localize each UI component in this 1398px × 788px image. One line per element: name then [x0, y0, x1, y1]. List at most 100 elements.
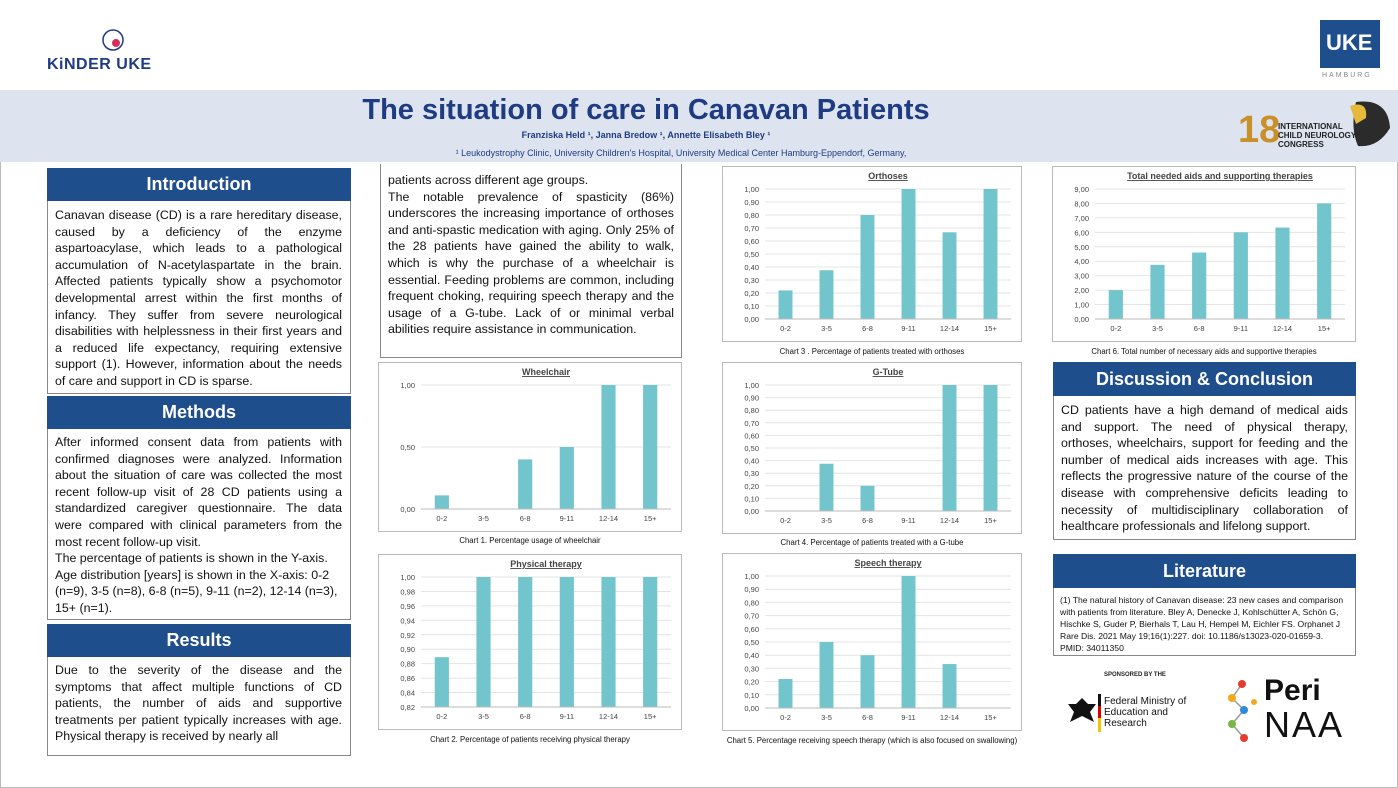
y-tick-label: 0,98	[400, 587, 415, 596]
affiliation: ¹ Leukodystrophy Clinic, University Chil…	[455, 148, 907, 158]
methods-paragraph-2: The percentage of patients is shown in t…	[55, 551, 338, 615]
x-tick-label: 12-14	[940, 516, 959, 525]
perinaa-top: Peri	[1264, 674, 1321, 707]
y-tick-label: 1,00	[400, 573, 415, 582]
y-tick-label: 0,80	[744, 406, 759, 415]
introduction-heading: Introduction	[47, 168, 351, 201]
bar	[1317, 203, 1332, 319]
x-tick-label: 0-2	[1110, 324, 1121, 333]
x-tick-label: 6-8	[862, 324, 873, 333]
bar	[819, 642, 834, 708]
bar	[601, 577, 616, 707]
perinaa-logo: Peri NAA	[1222, 674, 1362, 748]
results-cont-paragraph: The notable prevalence of spasticity (86…	[388, 189, 674, 337]
chart-title: Orthoses	[868, 171, 908, 181]
kinder-uke-logo: KiNDER UKE	[45, 26, 175, 76]
ministry-text: Federal Ministry of Education and Resear…	[1104, 696, 1187, 729]
y-tick-label: 0,30	[744, 276, 759, 285]
eagle-icon	[1068, 698, 1096, 722]
y-tick-label: 0,00	[400, 505, 415, 514]
y-tick-label: 0,70	[744, 419, 759, 428]
x-tick-label: 15+	[984, 324, 997, 333]
bar	[983, 385, 998, 511]
y-tick-label: 0,96	[400, 602, 415, 611]
discussion-heading: Discussion & Conclusion	[1053, 362, 1356, 396]
y-tick-label: 0,40	[744, 457, 759, 466]
bar	[983, 189, 998, 319]
results-text: Due to the severity of the disease and t…	[55, 663, 342, 744]
y-tick-label: 0,90	[400, 645, 415, 654]
ministry-logo: Federal Ministry of Education and Resear…	[1064, 694, 1194, 734]
x-tick-label: 3-5	[821, 713, 832, 722]
y-tick-label: 5,00	[1074, 243, 1089, 252]
results-continued-box	[380, 164, 682, 358]
bar	[942, 385, 957, 511]
bar	[1233, 232, 1248, 319]
y-tick-label: 0,90	[744, 198, 759, 207]
x-tick-label: 6-8	[520, 514, 531, 523]
page-title: The situation of care in Canavan Patient…	[362, 94, 930, 126]
y-tick-label: 8,00	[1074, 199, 1089, 208]
chart-total-aids-caption: Chart 6. Total number of necessary aids …	[1091, 347, 1317, 356]
y-tick-label: 1,00	[1074, 301, 1089, 310]
chart-gtube-caption: Chart 4. Percentage of patients treated …	[780, 538, 964, 547]
kinder-logo-text: KiNDER UKE	[47, 56, 152, 73]
svg-text:18: 18	[1238, 109, 1280, 151]
y-tick-label: 0,84	[400, 689, 415, 698]
x-tick-label: 6-8	[862, 516, 873, 525]
results-cont-line: patients across different age groups.	[388, 173, 589, 187]
literature-text: (1) The natural history of Canavan disea…	[1060, 595, 1344, 653]
y-tick-label: 3,00	[1074, 272, 1089, 281]
y-tick-label: 1,00	[744, 381, 759, 390]
bar	[518, 459, 533, 509]
bar	[559, 447, 574, 509]
chart-wheelchair-caption: Chart 1. Percentage usage of wheelchair	[459, 536, 601, 545]
y-tick-label: 0,30	[744, 664, 759, 673]
y-tick-label: 0,80	[744, 598, 759, 607]
uke-logo-sub: HAMBURG	[1322, 72, 1372, 79]
header	[0, 0, 1398, 90]
congress-logo-text: INTERNATIONAL CHILD NEUROLOGY CONGRESS	[1278, 122, 1357, 149]
y-tick-label: 0,82	[400, 703, 415, 712]
y-tick-label: 0,40	[744, 263, 759, 272]
bar	[860, 215, 875, 319]
y-tick-label: 0,70	[744, 612, 759, 621]
bar	[1275, 227, 1290, 319]
bar	[860, 655, 875, 708]
y-tick-label: 0,94	[400, 616, 415, 625]
y-tick-label: 0,90	[744, 394, 759, 403]
y-tick-label: 0,20	[744, 482, 759, 491]
chart-physical-therapy-caption: Chart 2. Percentage of patients receivin…	[430, 735, 630, 744]
methods-heading: Methods	[47, 396, 351, 429]
x-tick-label: 0-2	[436, 712, 447, 721]
y-tick-label: 0,00	[744, 315, 759, 324]
x-tick-label: 15+	[644, 514, 657, 523]
methods-box	[47, 396, 351, 620]
congress-logo-icon: 18	[1238, 101, 1390, 151]
introduction-box	[47, 168, 351, 394]
y-tick-label: 0,60	[744, 237, 759, 246]
x-tick-label: 9-11	[901, 324, 915, 333]
bar	[643, 577, 658, 707]
x-tick-label: 12-14	[940, 713, 959, 722]
x-tick-label: 3-5	[478, 712, 489, 721]
x-tick-label: 15+	[1318, 324, 1331, 333]
y-tick-label: 0,86	[400, 674, 415, 683]
y-tick-label: 0,10	[744, 302, 759, 311]
y-tick-label: 0,80	[744, 211, 759, 220]
congress-logo: 18 INTERNATIONAL CHILD NEUROLOGY CONGRES…	[1238, 98, 1394, 154]
y-tick-label: 0,00	[744, 704, 759, 713]
bar	[476, 577, 491, 707]
y-tick-label: 2,00	[1074, 286, 1089, 295]
y-tick-label: 0,60	[744, 625, 759, 634]
y-tick-label: 0,40	[744, 651, 759, 660]
results-text-cont: patients across different age groups. Th…	[388, 172, 674, 338]
y-tick-label: 0,50	[400, 443, 415, 452]
bar	[434, 495, 449, 509]
y-tick-label: 0,90	[744, 585, 759, 594]
x-tick-label: 12-14	[599, 712, 618, 721]
x-tick-label: 0-2	[436, 514, 447, 523]
chart-title: Speech therapy	[854, 558, 921, 568]
literature-heading: Literature	[1053, 554, 1356, 588]
y-tick-label: 0,10	[744, 691, 759, 700]
